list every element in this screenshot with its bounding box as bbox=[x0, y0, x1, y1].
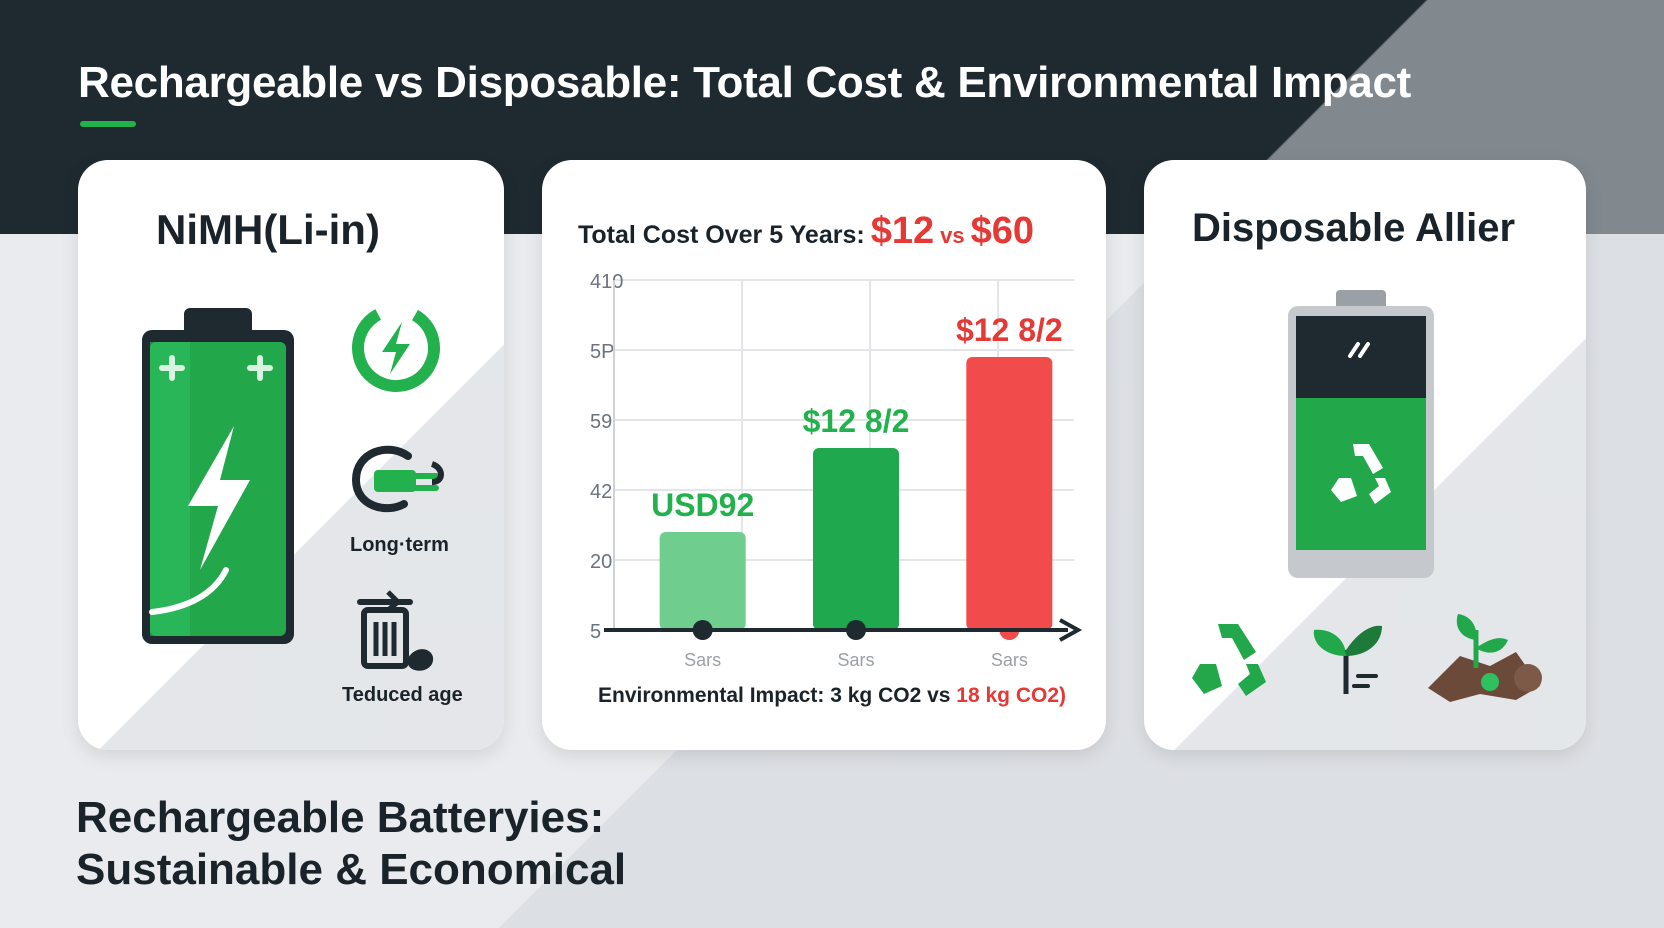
chart-title-value-a: $12 bbox=[870, 210, 935, 252]
data-label: $12 8/2 bbox=[956, 312, 1063, 348]
disposable-card: Disposable Allier bbox=[1144, 160, 1586, 750]
footer-line-1: Rechargeable Batteryies: bbox=[76, 793, 605, 842]
data-label: $12 8/2 bbox=[803, 403, 910, 439]
footer-title: Rechargeable Batteryies: Sustainable & E… bbox=[76, 792, 626, 896]
soil-sprout-icon bbox=[1428, 614, 1542, 702]
bar bbox=[966, 357, 1053, 630]
trash-icon bbox=[357, 590, 434, 671]
chart-title: Total Cost Over 5 Years: $12 vs $60 bbox=[578, 210, 1034, 253]
chart-title-prefix: Total Cost Over 5 Years: bbox=[578, 221, 865, 249]
x-tick-label: Sars bbox=[684, 650, 721, 670]
plug-icon bbox=[351, 445, 444, 512]
disposable-card-title: Disposable Allier bbox=[1192, 206, 1516, 250]
environmental-impact-text: Environmental Impact: 3 kg CO2 vs 18 kg … bbox=[598, 684, 1066, 708]
x-tick-label: Sars bbox=[991, 650, 1028, 670]
rechargeable-card-title: NiMH(Li-in) bbox=[156, 206, 380, 253]
charging-circle-icon bbox=[352, 304, 440, 392]
y-tick-label: 20 bbox=[590, 551, 612, 573]
y-tick-label: 5 bbox=[590, 621, 601, 643]
page-title: Rechargeable vs Disposable: Total Cost &… bbox=[78, 58, 1412, 107]
data-label: USD92 bbox=[651, 487, 754, 523]
impact-prefix: Environmental Impact: 3 kg CO2 vs bbox=[598, 684, 951, 707]
recycle-icon bbox=[1192, 624, 1266, 696]
bar bbox=[659, 532, 746, 630]
disposable-battery-icon bbox=[1288, 290, 1434, 578]
reduced-label: Teduced age bbox=[342, 684, 463, 706]
cost-bar-chart: 410 5P 59 42 20 5 USD92 Sars $12 8/2 Sars $12 8/2 S… bbox=[590, 271, 1083, 670]
bar bbox=[813, 448, 899, 630]
cost-chart-card: Total Cost Over 5 Years: $12 vs $60 410 5… bbox=[542, 160, 1106, 750]
chart-title-value-b: $60 bbox=[970, 210, 1034, 252]
plant-icon bbox=[1313, 625, 1382, 694]
x-axis-arrow bbox=[1059, 618, 1083, 642]
y-tick-label: 42 bbox=[590, 481, 612, 503]
y-tick-label: 5P bbox=[590, 341, 614, 363]
y-tick-label: 410 bbox=[590, 271, 623, 293]
rechargeable-battery-icon bbox=[142, 308, 294, 644]
title-accent-bar bbox=[80, 121, 136, 127]
rechargeable-card: NiMH(Li-in) Long·term Teduced age bbox=[78, 160, 504, 750]
footer-line-2: Sustainable & Economical bbox=[76, 845, 627, 894]
x-tick-label: Sars bbox=[837, 650, 874, 670]
chart-title-vs: vs bbox=[940, 223, 965, 248]
y-tick-label: 59 bbox=[590, 411, 612, 433]
impact-highlight: 18 kg CO2) bbox=[956, 684, 1066, 707]
long-term-label: Long·term bbox=[350, 534, 449, 556]
